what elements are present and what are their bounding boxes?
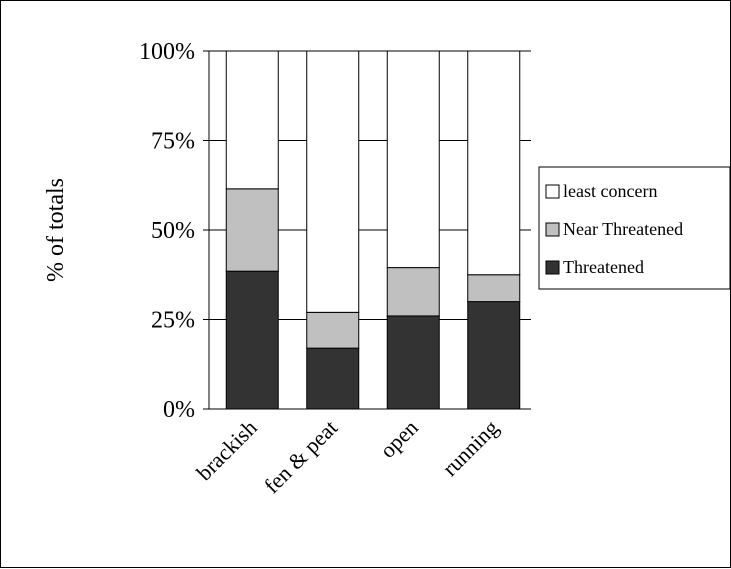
bar-segment-least-concern bbox=[467, 50, 521, 276]
legend-label: Near Threatened bbox=[563, 219, 683, 239]
legend-box bbox=[538, 166, 731, 290]
legend-swatch bbox=[545, 222, 560, 237]
bar-segment-threatened bbox=[306, 347, 360, 410]
bar-segment-threatened bbox=[467, 301, 521, 410]
bar-segment-threatened bbox=[225, 270, 279, 410]
legend-swatch bbox=[545, 260, 560, 275]
bar-segment-near-threatened bbox=[386, 267, 440, 317]
bar-segment-least-concern bbox=[306, 50, 360, 313]
y-tick-label: 50% bbox=[151, 218, 195, 244]
y-tick-label: 75% bbox=[151, 129, 195, 155]
bar-segment-near-threatened bbox=[467, 274, 521, 303]
legend: least concern Near Threatened Threatened bbox=[538, 166, 731, 290]
y-tick-label: 25% bbox=[151, 308, 195, 334]
x-category-label: open bbox=[375, 415, 423, 463]
bars bbox=[225, 50, 521, 410]
bar-segment-near-threatened bbox=[225, 188, 279, 272]
legend-label: Threatened bbox=[563, 257, 644, 277]
bar-segment-least-concern bbox=[386, 50, 440, 269]
bar-segment-least-concern bbox=[225, 50, 279, 190]
y-tick-label: 0% bbox=[163, 397, 195, 423]
x-category-label: brackish bbox=[191, 415, 261, 485]
y-tick-labels: 0% 25% 50% 75% 100% bbox=[139, 39, 195, 423]
x-category-label: fen & peat bbox=[259, 415, 342, 498]
legend-swatch bbox=[545, 184, 560, 199]
bar-segment-threatened bbox=[386, 315, 440, 410]
x-category-label: running bbox=[437, 415, 503, 481]
y-axis-title: % of totals bbox=[43, 178, 69, 282]
y-tick-label: 100% bbox=[139, 39, 195, 65]
legend-label: least concern bbox=[563, 181, 657, 201]
axes bbox=[203, 50, 531, 410]
bar-segment-near-threatened bbox=[306, 311, 360, 349]
